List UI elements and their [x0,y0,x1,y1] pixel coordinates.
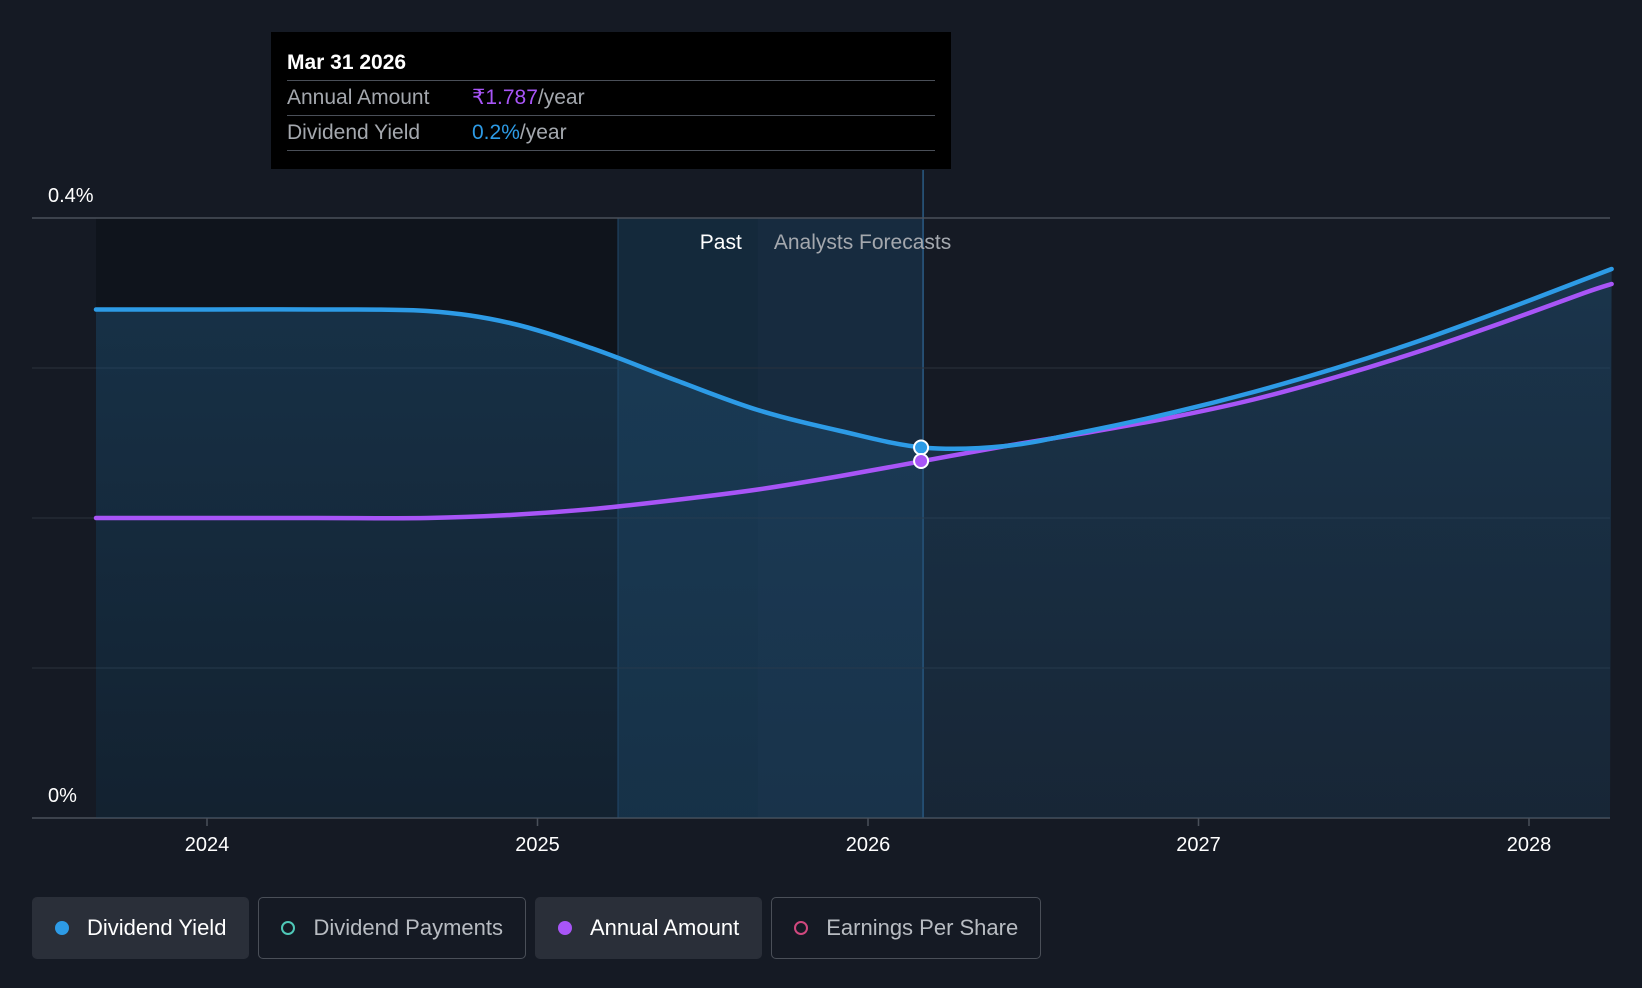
annual-amount-line [93,281,1614,521]
tooltip-yield-row: Dividend Yield 0.2% /year [287,115,935,151]
legend-label: Earnings Per Share [826,915,1019,940]
x-tick-label: 2026 [846,834,891,856]
forecast-label: Analysts Forecasts [774,231,951,254]
tooltip-date: Mar 31 2026 [287,51,407,74]
legend-dividend-yield[interactable]: Dividend Yield [32,897,250,959]
tooltip-annual-value: ₹1.787 [472,86,538,109]
x-tick-label: 2024 [185,834,230,856]
legend-label: Dividend Payments [313,915,503,940]
x-tick-label: 2025 [515,834,560,856]
legend-dot-icon [55,921,69,935]
legend-earnings-per-share[interactable]: Earnings Per Share [771,897,1042,959]
x-tick-label: 2027 [1176,834,1221,856]
legend-dot-icon [557,921,572,935]
legend-ring-icon [794,921,809,935]
dividend-yield-line [93,266,1614,452]
x-tick-label: 2028 [1507,834,1552,856]
chart-legend: Dividend Yield Dividend Payments Annual … [32,897,1042,959]
legend-ring-icon [281,921,296,935]
tooltip-annual-label: Annual Amount [287,86,430,109]
y-tick-label: 0.4% [48,185,94,207]
legend-dividend-payments[interactable]: Dividend Payments [258,897,526,959]
legend-annual-amount[interactable]: Annual Amount [534,897,763,959]
tooltip-yield-unit: /year [519,121,567,144]
annual-amount-marker [913,453,930,469]
legend-label: Annual Amount [589,915,740,940]
y-tick-label: 0% [48,785,77,807]
legend-label: Dividend Yield [87,915,227,940]
tooltip-yield-value: 0.2% [472,121,520,144]
hover-tooltip: Mar 31 2026 Annual Amount ₹1.787 /year D… [271,32,951,169]
dividend-yield-marker [913,439,930,456]
tooltip-annual-row: Annual Amount ₹1.787 /year [287,80,935,115]
tooltip-yield-label: Dividend Yield [287,121,421,144]
past-label: Past [700,231,742,254]
tooltip-annual-unit: /year [537,86,585,109]
